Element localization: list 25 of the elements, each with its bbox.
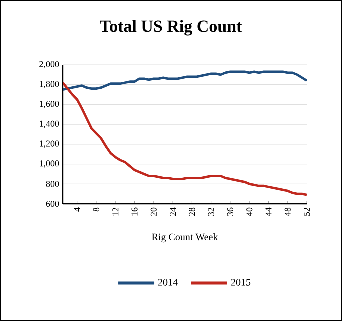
y-tick-label: 1,400 (40, 120, 60, 128)
x-tick-label: 4 (74, 208, 80, 212)
y-tick-label: 1,600 (40, 101, 60, 108)
y-tick-label: 1,800 (40, 81, 60, 89)
x-tick-label: 28 (189, 208, 196, 216)
chart-title: Total US Rig Count (100, 20, 242, 36)
y-tick-label: 800 (46, 181, 60, 188)
x-tick-label: 32 (208, 208, 214, 216)
x-tick-label: 36 (227, 208, 234, 216)
x-tick-label: 16 (132, 208, 138, 216)
x-tick-label: 24 (170, 208, 176, 216)
x-tick-label: 12 (112, 208, 119, 216)
x-tick-label: 20 (150, 208, 157, 216)
x-tick-label: 48 (284, 208, 291, 216)
x-axis-title: Rig Count Week (152, 234, 218, 243)
legend-label: 2014 (158, 279, 178, 286)
y-tick-label: 1,000 (40, 160, 60, 168)
legend-label: 2015 (231, 279, 251, 286)
x-tick-label: 44 (266, 208, 272, 216)
x-tick-label: 40 (246, 208, 253, 216)
y-tick-label: 600 (46, 200, 60, 208)
x-tick-label: 52 (304, 208, 310, 216)
y-tick-label: 1,200 (40, 140, 60, 148)
y-tick-label: 2,000 (40, 61, 60, 69)
x-tick-label: 8 (93, 208, 100, 212)
